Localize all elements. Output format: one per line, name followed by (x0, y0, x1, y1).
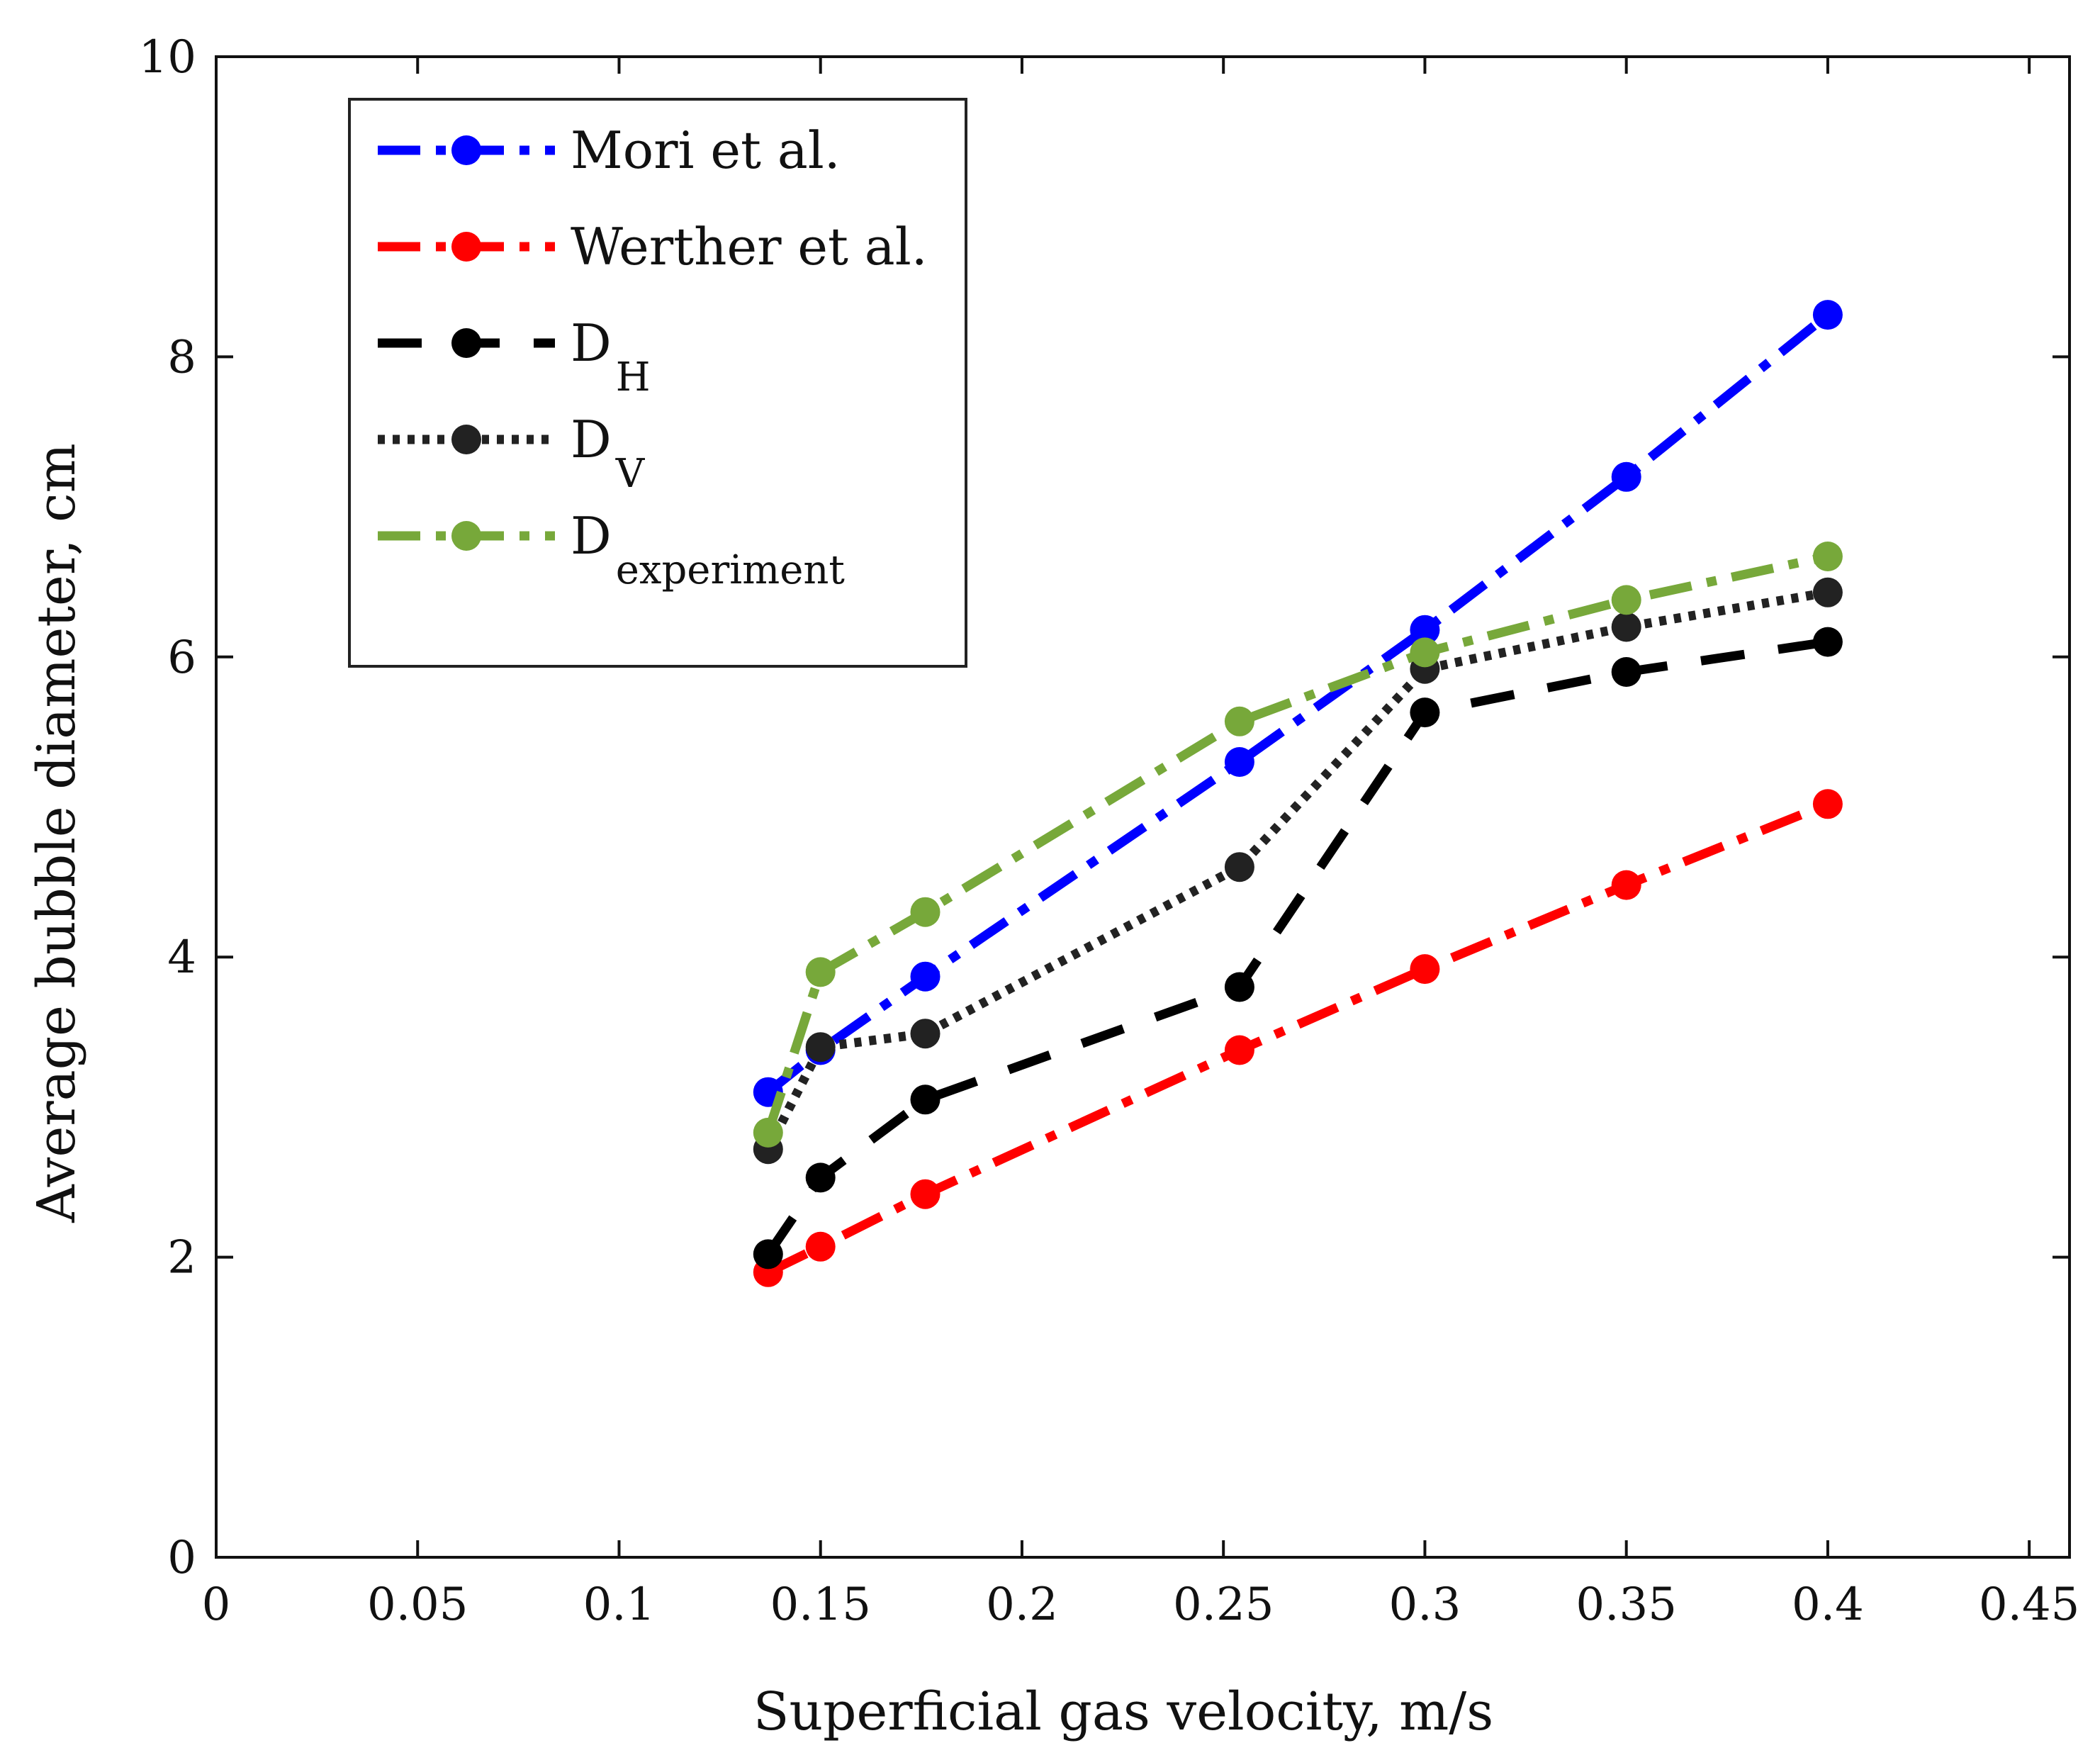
data-point-d-h-1 (805, 1162, 836, 1193)
x-tick-label-3: 0.15 (770, 1579, 871, 1631)
legend-box (348, 98, 967, 668)
data-point-d-experiment-1 (805, 957, 836, 987)
legend-entry-d-experiment: Dexperiment (378, 506, 845, 593)
data-point-d-experiment-0 (753, 1117, 783, 1148)
legend-label-subscript: H (616, 354, 651, 400)
legend-label-d-h: DH (571, 313, 651, 400)
data-point-d-v-2 (910, 1019, 940, 1049)
data-point-d-v-1 (805, 1032, 836, 1063)
data-point-d-h-4 (1410, 697, 1440, 728)
data-point-werther-et-al-6 (1812, 789, 1843, 819)
series-d-h (753, 627, 1843, 1269)
data-point-werther-et-al-5 (1611, 870, 1641, 900)
axes-layer (215, 55, 2071, 1559)
legend-label-werther-et-al: Werther et al. (571, 217, 928, 276)
ticks-layer: 0 0.05 0.1 0.15 0.2 0.25 0.3 0.35 0.4 0.45 0 2 4 6 8 10 (139, 31, 2080, 1631)
data-point-d-h-2 (910, 1084, 940, 1115)
data-point-d-h-3 (1224, 972, 1254, 1002)
legend-entry-werther-et-al: Werther et al. (378, 217, 928, 276)
legend-label-main: Werther et al. (571, 217, 928, 276)
legend-label-subscript: experiment (616, 547, 846, 593)
data-point-werther-et-al-1 (805, 1231, 836, 1262)
legend-label-main: D (571, 313, 612, 373)
x-tick-label-9: 0.45 (1979, 1579, 2080, 1631)
legend-marker-mori-et-al (451, 135, 481, 165)
legend-marker-d-v (451, 425, 481, 454)
data-point-d-experiment-3 (1224, 706, 1254, 736)
x-tick-label-0: 0 (202, 1579, 231, 1631)
legend-entry-d-h: DH (378, 313, 651, 400)
legend-label-main: D (571, 410, 612, 469)
data-point-d-experiment-2 (910, 897, 940, 927)
series-layer (753, 300, 1843, 1287)
data-point-d-h-5 (1611, 657, 1641, 687)
x-tick-label-4: 0.2 (986, 1579, 1058, 1631)
legend-label-d-experiment: Dexperiment (571, 506, 845, 593)
data-point-werther-et-al-4 (1410, 954, 1440, 985)
series-d-experiment (753, 542, 1843, 1148)
x-tick-label-5: 0.25 (1173, 1579, 1274, 1631)
data-point-d-h-0 (753, 1239, 783, 1269)
legend-entry-d-v: DV (378, 410, 646, 497)
y-tick-label-5: 10 (139, 31, 196, 84)
data-point-d-h-6 (1812, 627, 1843, 657)
y-axis-label: Average bubble diameter, cm (26, 443, 87, 1223)
data-point-d-experiment-4 (1410, 637, 1440, 668)
legend-entry-mori-et-al: Mori et al. (378, 120, 841, 180)
y-tick-label-2: 4 (167, 931, 196, 984)
y-tick-label-4: 8 (167, 331, 196, 383)
legend-label-mori-et-al: Mori et al. (571, 120, 841, 180)
legend-label-d-v: DV (571, 410, 646, 497)
data-point-mori-et-al-2 (910, 961, 940, 992)
x-axis-label: Superficial gas velocity, m/s (753, 1681, 1493, 1742)
x-tick-label-6: 0.3 (1389, 1579, 1461, 1631)
data-point-d-experiment-5 (1611, 585, 1641, 615)
data-point-d-v-6 (1812, 577, 1843, 607)
y-tick-label-3: 6 (167, 632, 196, 684)
legend-marker-d-experiment (451, 521, 481, 551)
data-point-d-v-3 (1224, 852, 1254, 882)
data-point-mori-et-al-4 (1410, 615, 1440, 645)
data-point-d-v-5 (1611, 612, 1641, 642)
legend-label-main: D (571, 506, 612, 566)
data-point-werther-et-al-2 (910, 1179, 940, 1209)
data-point-d-experiment-6 (1812, 542, 1843, 571)
plot-frame (215, 55, 2071, 1559)
legend-label-main: Mori et al. (571, 120, 841, 180)
legend-marker-d-h (451, 328, 481, 358)
x-tick-label-8: 0.4 (1792, 1579, 1864, 1631)
legend-label-subscript: V (615, 451, 646, 497)
x-tick-label-2: 0.1 (583, 1579, 656, 1631)
legend-marker-werther-et-al (451, 232, 481, 262)
data-point-mori-et-al-5 (1611, 461, 1641, 492)
x-tick-label-7: 0.35 (1576, 1579, 1677, 1631)
data-point-werther-et-al-3 (1224, 1035, 1254, 1065)
data-point-mori-et-al-6 (1812, 300, 1843, 330)
y-tick-label-0: 0 (167, 1532, 196, 1584)
y-tick-label-1: 2 (167, 1232, 196, 1284)
data-point-mori-et-al-3 (1224, 747, 1254, 777)
x-tick-label-1: 0.05 (367, 1579, 468, 1631)
